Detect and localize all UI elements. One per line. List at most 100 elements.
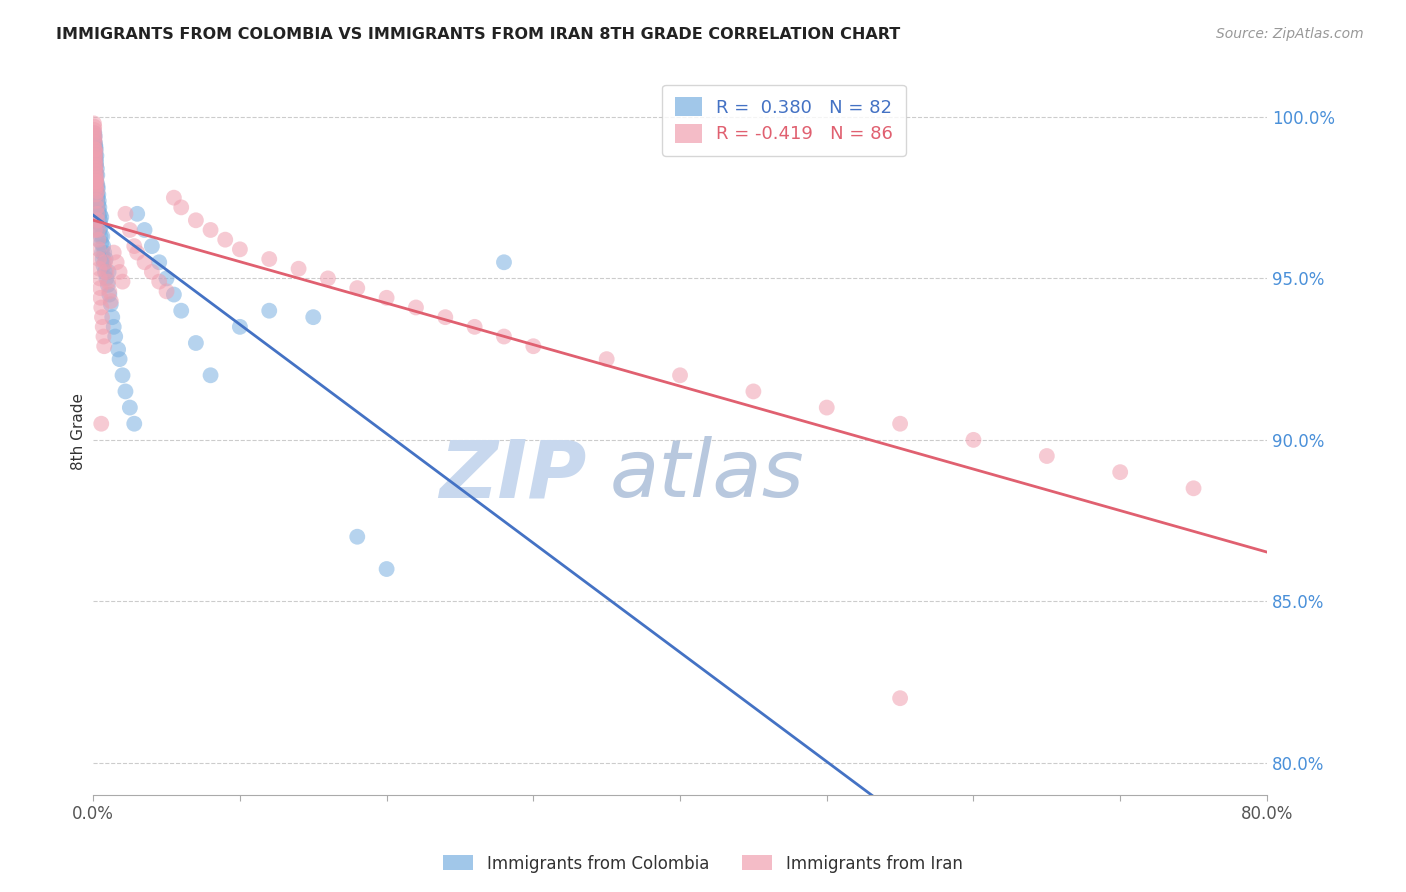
Text: ZIP: ZIP [439, 436, 586, 515]
Point [83, 132, 105, 146]
Point [84, 171, 107, 186]
Point [86, 207, 108, 221]
Point [163, 287, 186, 301]
Point [108, 265, 131, 279]
Point [742, 384, 765, 399]
Point [86, 161, 108, 176]
Point [97, 277, 120, 292]
Y-axis label: 8th Grade: 8th Grade [72, 393, 86, 470]
Point [83, 149, 105, 163]
Point [91, 245, 114, 260]
Point [87, 243, 110, 257]
Point [83, 126, 105, 140]
Point [375, 562, 398, 576]
Point [434, 310, 457, 325]
Point [83, 123, 105, 137]
Point [84, 181, 107, 195]
Point [94, 265, 117, 279]
Point [346, 281, 368, 295]
Point [84, 155, 107, 169]
Point [91, 239, 114, 253]
Point [101, 310, 124, 325]
Point [83, 142, 105, 156]
Point [89, 281, 111, 295]
Point [316, 271, 339, 285]
Point [100, 297, 122, 311]
Point [84, 149, 107, 163]
Point [962, 433, 984, 447]
Point [669, 368, 692, 383]
Point [86, 168, 108, 182]
Point [100, 293, 122, 308]
Point [257, 252, 280, 266]
Point [91, 310, 114, 325]
Point [375, 291, 398, 305]
Point [492, 329, 515, 343]
Point [114, 384, 136, 399]
Point [83, 142, 105, 156]
Point [86, 175, 108, 189]
Point [83, 145, 105, 160]
Point [83, 126, 105, 140]
Point [83, 132, 105, 146]
Point [97, 265, 120, 279]
Point [90, 417, 112, 431]
Point [84, 168, 107, 182]
Point [96, 271, 118, 285]
Point [96, 265, 118, 279]
Point [1109, 465, 1132, 479]
Point [464, 319, 486, 334]
Point [86, 191, 108, 205]
Point [87, 223, 110, 237]
Point [97, 275, 120, 289]
Point [114, 207, 136, 221]
Legend: R =  0.380   N = 82, R = -0.419   N = 86: R = 0.380 N = 82, R = -0.419 N = 86 [662, 85, 905, 156]
Point [91, 319, 114, 334]
Point [94, 252, 117, 266]
Point [84, 175, 107, 189]
Point [229, 319, 252, 334]
Point [214, 233, 236, 247]
Point [89, 291, 111, 305]
Point [87, 194, 110, 208]
Point [89, 261, 111, 276]
Point [86, 178, 108, 192]
Point [91, 252, 114, 266]
Point [93, 339, 115, 353]
Point [200, 223, 222, 237]
Point [93, 259, 115, 273]
Point [86, 200, 108, 214]
Point [127, 245, 149, 260]
Point [889, 417, 911, 431]
Point [84, 139, 107, 153]
Point [89, 229, 111, 244]
Point [184, 213, 207, 227]
Point [141, 265, 163, 279]
Point [87, 210, 110, 224]
Point [84, 187, 107, 202]
Point [87, 203, 110, 218]
Point [84, 136, 107, 150]
Point [405, 301, 427, 315]
Point [86, 149, 108, 163]
Point [83, 152, 105, 166]
Point [184, 336, 207, 351]
Legend: Immigrants from Colombia, Immigrants from Iran: Immigrants from Colombia, Immigrants fro… [437, 848, 969, 880]
Point [83, 116, 105, 130]
Point [1036, 449, 1059, 463]
Point [94, 255, 117, 269]
Point [84, 145, 107, 160]
Point [492, 255, 515, 269]
Point [87, 233, 110, 247]
Text: atlas: atlas [610, 436, 804, 515]
Point [93, 329, 115, 343]
Point [83, 158, 105, 172]
Point [84, 168, 107, 182]
Point [107, 343, 129, 357]
Point [148, 275, 170, 289]
Point [84, 152, 107, 166]
Text: IMMIGRANTS FROM COLOMBIA VS IMMIGRANTS FROM IRAN 8TH GRADE CORRELATION CHART: IMMIGRANTS FROM COLOMBIA VS IMMIGRANTS F… [56, 27, 900, 42]
Point [84, 175, 107, 189]
Point [522, 339, 544, 353]
Point [111, 368, 134, 383]
